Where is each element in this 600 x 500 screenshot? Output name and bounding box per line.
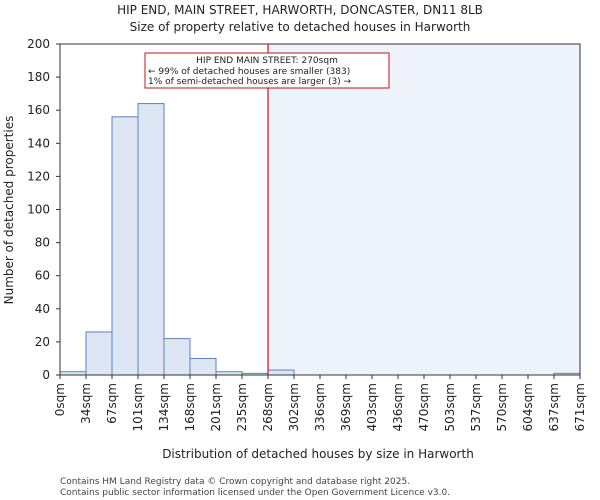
x-tick-label: 168sqm bbox=[183, 383, 197, 431]
bar bbox=[267, 369, 295, 376]
x-tick-label: 201sqm bbox=[209, 383, 223, 431]
x-tick-label: 67sqm bbox=[105, 383, 119, 424]
bar bbox=[85, 331, 113, 376]
bar bbox=[137, 103, 165, 376]
y-tick-label: 120 bbox=[27, 169, 50, 183]
y-tick-label: 180 bbox=[27, 70, 50, 84]
bar bbox=[189, 357, 217, 376]
annotation-line-3: 1% of semi-detached houses are larger (3… bbox=[148, 77, 352, 87]
bar bbox=[111, 116, 139, 376]
x-tick-label: 134sqm bbox=[157, 383, 171, 431]
y-axis-label: Number of detached properties bbox=[2, 116, 16, 305]
x-tick-label: 503sqm bbox=[443, 383, 457, 431]
highlight-region bbox=[268, 44, 580, 375]
x-tick-label: 604sqm bbox=[521, 383, 535, 431]
y-tick-labels: 0 20 40 60 80 100 120 140 160 180 200 bbox=[27, 37, 60, 382]
x-axis-label: Distribution of detached houses by size … bbox=[162, 447, 474, 461]
x-tick-label: 403sqm bbox=[365, 383, 379, 431]
y-tick-label: 40 bbox=[35, 302, 50, 316]
annotation-line-1: HIP END MAIN STREET: 270sqm bbox=[196, 56, 338, 66]
x-tick-label: 336sqm bbox=[313, 383, 327, 431]
x-tick-label: 436sqm bbox=[391, 383, 405, 431]
y-tick-label: 20 bbox=[35, 335, 50, 349]
bars-layer bbox=[59, 103, 581, 376]
y-tick-label: 80 bbox=[35, 236, 50, 250]
y-tick-label: 140 bbox=[27, 136, 50, 150]
bar bbox=[163, 338, 191, 376]
annotation-box: HIP END MAIN STREET: 270sqm ← 99% of det… bbox=[144, 52, 390, 89]
y-tick-label: 100 bbox=[27, 203, 50, 217]
x-tick-label: 268sqm bbox=[261, 383, 275, 431]
y-tick-label: 60 bbox=[35, 269, 50, 283]
x-tick-label: 470sqm bbox=[417, 383, 431, 431]
annotation-line-2: ← 99% of detached houses are smaller (38… bbox=[148, 67, 350, 77]
chart-subtitle: Size of property relative to detached ho… bbox=[130, 20, 471, 34]
x-tick-label: 369sqm bbox=[339, 383, 353, 431]
footer-line-2: Contains public sector information licen… bbox=[60, 488, 450, 498]
footer-line-1: Contains HM Land Registry data © Crown c… bbox=[60, 477, 410, 487]
x-tick-label: 637sqm bbox=[547, 383, 561, 431]
x-tick-label: 671sqm bbox=[573, 383, 587, 431]
x-tick-labels: 0sqm 34sqm 67sqm 101sqm 134sqm 168sqm 201sqm 23… bbox=[53, 375, 587, 431]
x-tick-label: 34sqm bbox=[79, 383, 93, 424]
highlight-region-layer bbox=[268, 44, 580, 375]
y-tick-label: 160 bbox=[27, 103, 50, 117]
annotation-frame bbox=[144, 52, 390, 89]
y-tick-label: 0 bbox=[42, 368, 50, 382]
x-tick-label: 570sqm bbox=[495, 383, 509, 431]
chart-title: HIP END, MAIN STREET, HARWORTH, DONCASTE… bbox=[117, 3, 483, 17]
x-tick-label: 101sqm bbox=[131, 383, 145, 431]
x-tick-label: 537sqm bbox=[469, 383, 483, 431]
x-tick-label: 0sqm bbox=[53, 383, 67, 416]
x-tick-label: 302sqm bbox=[287, 383, 301, 431]
x-tick-label: 235sqm bbox=[235, 383, 249, 431]
y-tick-label: 200 bbox=[27, 37, 50, 51]
